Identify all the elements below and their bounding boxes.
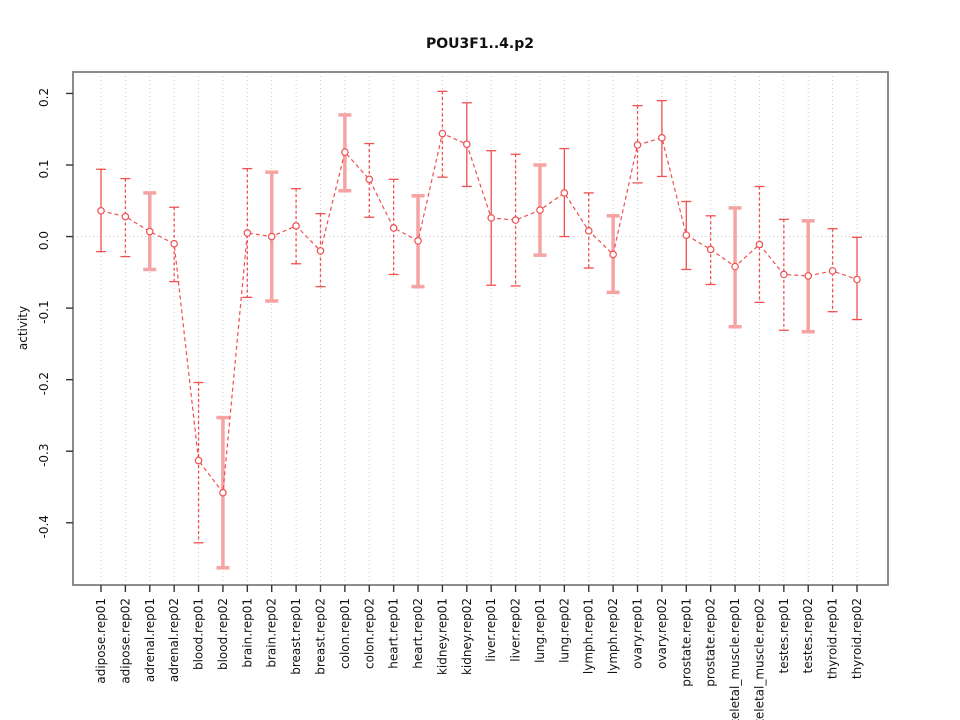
x-tick-label: liver.rep01	[484, 598, 498, 662]
data-point	[755, 240, 764, 249]
x-tick-label: lymph.rep01	[582, 598, 596, 674]
data-point	[682, 231, 691, 239]
data-point	[706, 245, 715, 254]
error-bar	[169, 206, 180, 283]
x-tick-label: adipose.rep02	[118, 598, 132, 684]
x-tick-label: kidney.rep02	[460, 598, 474, 675]
x-tick-label: colon.rep01	[338, 598, 352, 669]
x-tick-label: ovary.rep02	[655, 598, 669, 669]
y-tick-label: 0.0	[37, 231, 51, 250]
data-point	[145, 227, 154, 236]
error-bar	[388, 178, 399, 276]
data-point	[121, 212, 130, 221]
data-point	[219, 488, 227, 497]
data-point	[414, 237, 422, 245]
data-point	[243, 229, 252, 237]
data-point	[560, 189, 569, 197]
error-bar	[364, 142, 375, 218]
x-tick-label: colon.rep02	[362, 598, 376, 669]
x-tick-label: heart.rep01	[387, 598, 401, 669]
data-point	[438, 129, 447, 138]
x-tick-label: brain.rep02	[265, 598, 279, 668]
x-tick-label: kidney.rep01	[435, 598, 449, 675]
error-bar	[242, 167, 253, 299]
grid-layer	[73, 72, 888, 585]
data-point	[731, 262, 739, 271]
x-tick-label: breast.rep01	[289, 598, 303, 675]
error-bar	[437, 90, 448, 178]
data-point	[780, 270, 788, 279]
data-point	[828, 267, 837, 275]
x-tick-label: lung.rep01	[533, 598, 547, 663]
data-point	[267, 232, 276, 241]
data-point	[853, 275, 861, 284]
data-point	[365, 175, 374, 184]
x-tick-label: testes.rep01	[777, 598, 791, 673]
data-point	[389, 224, 398, 232]
y-tick-label: 0.1	[37, 159, 51, 178]
x-tick-label: thyroid.rep02	[850, 598, 864, 679]
plot-border	[72, 71, 889, 586]
x-tick-label: heart.rep02	[411, 598, 425, 669]
data-point	[170, 239, 178, 248]
x-tick-label: adrenal.rep02	[167, 598, 181, 682]
data-point	[487, 214, 495, 222]
x-tick-label: lung.rep02	[557, 598, 571, 663]
x-tick-label: testes.rep02	[801, 598, 815, 673]
y-tick-label: -0.1	[37, 300, 51, 323]
axis-layer: 0.2 0.1 0.0 -0.1 -0.2 -0.3 -0.4 adipose.rep01 ad…	[37, 71, 889, 720]
data-point	[194, 456, 203, 465]
error-bar	[315, 213, 326, 288]
x-tick-label: thyroid.rep01	[826, 598, 840, 679]
error-bar	[291, 187, 302, 265]
y-tick-label: -0.2	[37, 372, 51, 395]
error-bar	[510, 153, 521, 287]
x-tick-label: blood.rep01	[192, 598, 206, 670]
x-tick-label: skeletal_muscle.rep01	[728, 598, 742, 720]
x-tick-label: brain.rep01	[240, 598, 254, 668]
x-tick-label: blood.rep02	[216, 598, 230, 670]
data-layer	[96, 90, 862, 570]
x-tick-label: liver.rep02	[509, 598, 523, 662]
data-point	[316, 247, 325, 255]
trend-line	[100, 132, 858, 495]
data-point	[633, 141, 642, 149]
x-tick-label: prostate.rep02	[704, 598, 718, 687]
x-tick-label: adrenal.rep01	[143, 598, 157, 682]
x-tick-label: lymph.rep02	[606, 598, 620, 674]
x-tick-label: ovary.rep01	[631, 598, 645, 669]
data-point	[658, 134, 666, 142]
data-point	[609, 250, 617, 259]
data-point	[511, 216, 520, 224]
data-point	[804, 272, 813, 280]
data-point	[341, 148, 349, 156]
error-bar	[193, 381, 204, 544]
data-point	[463, 140, 471, 149]
y-tick-label: -0.3	[37, 443, 51, 466]
y-axis-label: activity	[16, 306, 30, 350]
x-tick-label: breast.rep02	[313, 598, 327, 675]
y-tick-label: -0.4	[37, 515, 51, 538]
x-tick-label: adipose.rep01	[94, 598, 108, 684]
data-point	[536, 206, 544, 214]
x-tick-label: skeletal_muscle.rep02	[752, 598, 766, 720]
error-bar	[583, 192, 594, 269]
data-point	[97, 207, 105, 215]
chart-title: POU3F1..4.p2	[426, 36, 534, 52]
data-point	[584, 227, 593, 235]
y-tick-label: 0.2	[37, 88, 51, 107]
x-tick-label: prostate.rep01	[679, 598, 693, 687]
data-point	[292, 222, 300, 230]
